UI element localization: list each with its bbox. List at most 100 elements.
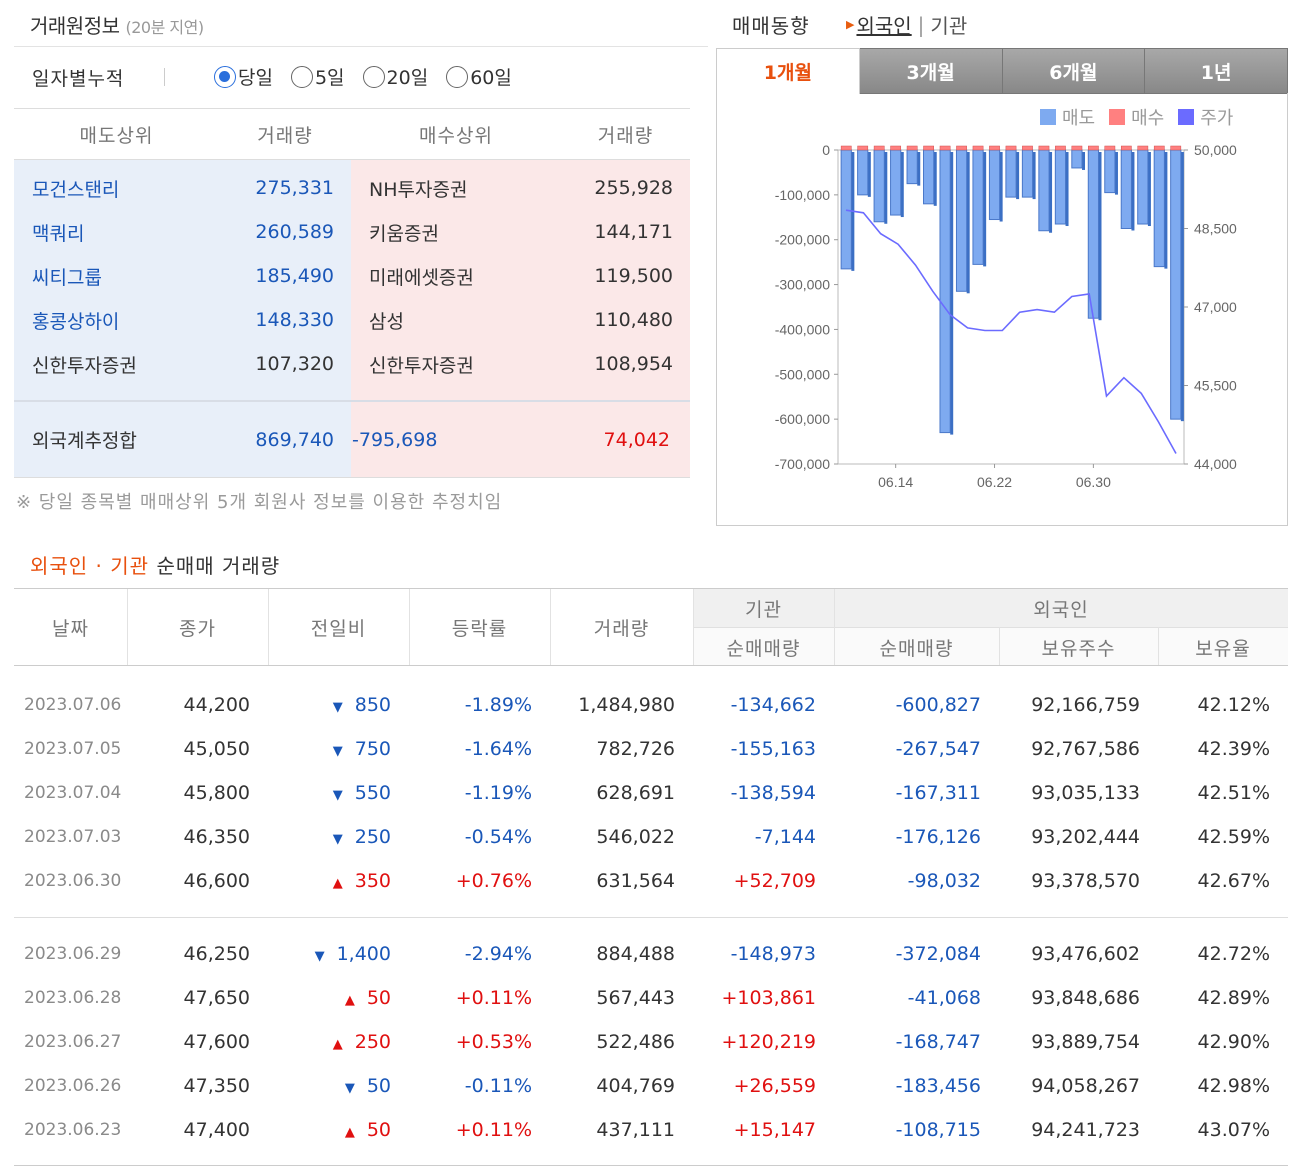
table-row: 2023.06.30 46,600 ▲ 350 +0.76% 631,564 +52,709… — [14, 859, 1288, 903]
row-rate: +0.11% — [455, 987, 532, 1009]
y-left-tick-label: -100,000 — [775, 187, 830, 203]
radio-today[interactable]: 당일 — [214, 63, 273, 90]
sell-row: 씨티그룹 185,490 — [14, 254, 351, 298]
change-value: 50 — [366, 1075, 391, 1097]
sell-bar-side — [1114, 152, 1118, 195]
row-ratio: 42.51% — [1197, 782, 1270, 804]
row-ratio: 42.59% — [1197, 826, 1270, 848]
net-trading-rows: 2023.07.06 44,200 ▼ 850 -1.89% 1,484,980 -134,… — [14, 683, 1288, 1152]
header-sell-top: 매도상위 — [79, 124, 154, 147]
row-date: 2023.07.06 — [24, 695, 122, 715]
header-buy-top: 매수상위 — [419, 124, 493, 147]
row-rate: +0.53% — [455, 1031, 532, 1053]
arrow-up-icon: ▲ — [332, 876, 343, 891]
radio-label: 당일 — [238, 67, 273, 89]
row-rate: -2.94% — [464, 943, 532, 965]
row-for: -600,827 — [895, 694, 981, 716]
sell-bar-side — [1082, 152, 1086, 170]
tab-1month[interactable]: 1개월 — [716, 48, 860, 94]
trend-chart: 0 -100,000 -200,000 -300,000 -400,000 -500,00… — [775, 142, 1237, 490]
row-close: 46,250 — [183, 943, 250, 965]
row-inst: +26,559 — [733, 1075, 816, 1097]
radio-indicator[interactable] — [214, 65, 236, 88]
tab-3month[interactable]: 3개월 — [859, 48, 1003, 94]
buy-bar — [923, 145, 934, 151]
change-value: 850 — [354, 694, 391, 716]
change-value: 350 — [354, 870, 391, 892]
filter-label: 일자별누적 — [32, 68, 125, 90]
title-rest: 순매매 거래량 — [156, 554, 281, 578]
header-ratio: 보유율 — [1195, 638, 1251, 660]
radio-indicator[interactable] — [362, 65, 385, 88]
row-inst: -148,973 — [730, 943, 816, 965]
sell-broker-link[interactable]: 홍콩상하이 — [32, 310, 120, 333]
header-date: 날짜 — [52, 618, 89, 640]
arrow-down-icon: ▼ — [332, 744, 343, 759]
radio-20day[interactable]: 20일 — [362, 63, 428, 90]
link-institution[interactable]: 기관 — [930, 14, 968, 38]
foreign-sum-net: -795,698 — [352, 428, 438, 451]
sell-broker-link[interactable]: 맥쿼리 — [32, 222, 85, 245]
buy-row: 삼성 110,480 — [351, 298, 690, 342]
buy-bar — [1038, 145, 1050, 151]
table-row: 2023.07.06 44,200 ▼ 850 -1.89% 1,484,980 -134,… — [14, 683, 1288, 727]
row-change: ▲ 50 — [345, 987, 391, 1009]
buy-bar — [840, 145, 852, 151]
sell-broker-link[interactable]: 씨티그룹 — [32, 266, 102, 289]
tab-1year[interactable]: 1년 — [1145, 48, 1288, 94]
row-volume: 522,486 — [596, 1031, 675, 1053]
radio-label: 5일 — [314, 67, 345, 89]
sell-broker-link[interactable]: 모건스탠리 — [32, 178, 120, 201]
row-close: 46,600 — [183, 870, 250, 892]
row-close: 47,600 — [183, 1031, 250, 1053]
sell-bar — [1021, 149, 1034, 198]
header-volume: 거래량 — [593, 618, 650, 640]
trader-info-title: 거래원정보 (20분 지연) — [30, 10, 204, 39]
change-value: 550 — [354, 782, 391, 804]
legend-swatch — [1040, 109, 1056, 125]
y-right-tick-label: 44,000 — [1194, 456, 1237, 472]
row-rate: -1.64% — [464, 738, 532, 760]
foreign-sum-row: 외국계추정합 869,740 -795,698 74,042 — [14, 400, 690, 478]
row-inst: -7,144 — [754, 826, 816, 848]
sell-bar-side — [1131, 152, 1135, 231]
sell-bar — [1104, 149, 1116, 194]
sell-bar-side — [983, 152, 987, 267]
sell-bar — [923, 149, 935, 205]
link-foreign[interactable]: 외국인 — [856, 14, 912, 38]
group-divider — [14, 917, 1288, 918]
row-close: 44,200 — [183, 694, 250, 716]
row-date: 2023.07.04 — [24, 783, 122, 803]
radio-indicator[interactable] — [290, 65, 313, 88]
table-row: 2023.06.28 47,650 ▲ 50 +0.11% 567,443 +103,861… — [14, 976, 1288, 1020]
arrow-up-icon: ▲ — [344, 993, 355, 1008]
change-value: 1,400 — [336, 943, 391, 965]
divider — [127, 589, 128, 665]
header-institution: 기관 — [745, 599, 782, 621]
y-left-tick-label: -200,000 — [775, 232, 830, 248]
row-date: 2023.06.23 — [24, 1120, 122, 1140]
tab-6month[interactable]: 6개월 — [1002, 48, 1146, 94]
row-rate: -0.54% — [464, 826, 532, 848]
price-line — [845, 209, 1177, 454]
sell-bar-side — [1016, 152, 1020, 200]
row-change: ▼ 250 — [333, 826, 391, 848]
row-for: -372,084 — [895, 943, 981, 965]
legend-label: 매수 — [1131, 108, 1165, 129]
sell-bar-side — [966, 152, 970, 294]
net-trading-title: 외국인 · 기관 순매매 거래량 — [30, 550, 280, 579]
row-rate: +0.76% — [455, 870, 532, 892]
row-hold: 93,476,602 — [1031, 943, 1140, 965]
y-left-tick-label: -700,000 — [775, 456, 830, 472]
row-for: -168,747 — [895, 1031, 981, 1053]
divider — [268, 589, 269, 665]
row-close: 45,800 — [183, 782, 250, 804]
divider — [693, 589, 694, 665]
divider — [14, 588, 1288, 589]
radio-60day[interactable]: 60일 — [446, 63, 512, 90]
row-change: ▲ 50 — [345, 1119, 391, 1141]
radio-indicator[interactable] — [446, 65, 469, 88]
sell-bar-side — [1032, 152, 1036, 200]
radio-5day[interactable]: 5일 — [290, 63, 345, 90]
row-inst: +15,147 — [733, 1119, 816, 1141]
